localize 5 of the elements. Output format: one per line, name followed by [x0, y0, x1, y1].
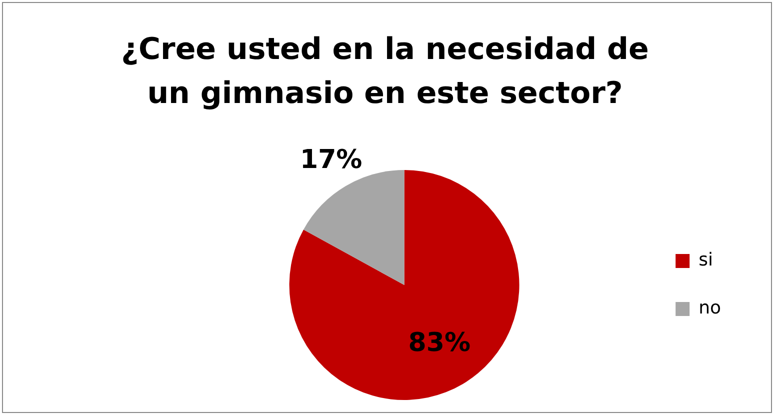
data-label: 83% [408, 328, 471, 358]
legend-label: si [698, 250, 713, 271]
data-label: 17% [300, 145, 362, 176]
legend-label: no [698, 298, 721, 319]
chart-title: ¿Cree usted en la necesidad de un gimnasio en este sector? [120, 31, 650, 113]
